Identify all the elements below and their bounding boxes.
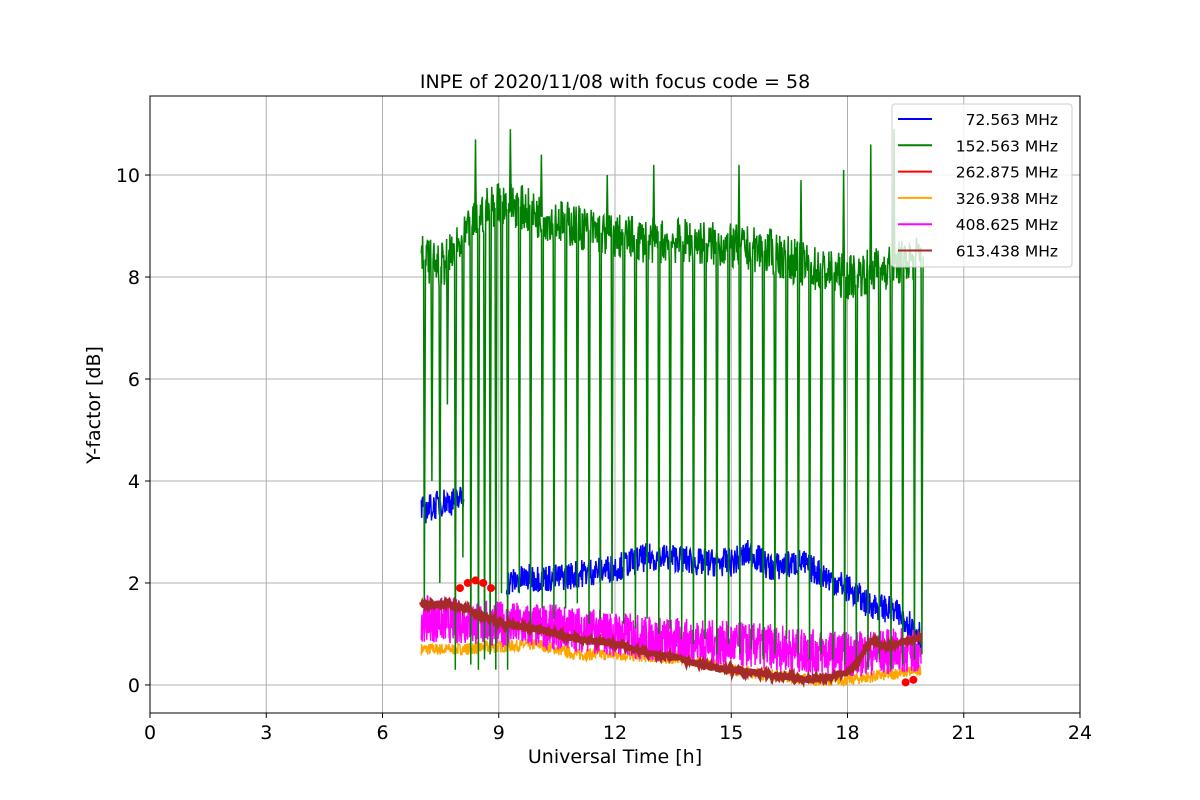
legend-label: 72.563 MHz bbox=[966, 111, 1058, 129]
series-peak-152-563-mhz bbox=[539, 154, 543, 217]
x-tick-label: 0 bbox=[144, 722, 156, 744]
x-tick-label: 9 bbox=[493, 722, 505, 744]
chart-title: INPE of 2020/11/08 with focus code = 58 bbox=[420, 71, 810, 93]
series-line-408-625-mhz bbox=[420, 594, 922, 677]
series-point-262-875-mhz bbox=[901, 678, 910, 687]
legend-label: 613.438 MHz bbox=[956, 243, 1058, 261]
x-tick-label: 24 bbox=[1068, 722, 1092, 744]
x-tick-label: 6 bbox=[376, 722, 388, 744]
series-peak-152-563-mhz bbox=[799, 180, 803, 264]
series-line-613-438-mhz bbox=[419, 595, 923, 689]
series-point-262-875-mhz bbox=[909, 675, 918, 684]
y-tick-label: 2 bbox=[128, 573, 140, 595]
series-point-262-875-mhz bbox=[456, 584, 464, 593]
series-peak-152-563-mhz bbox=[605, 175, 609, 235]
series-line-152-563-mhz bbox=[420, 182, 924, 670]
series-peak-152-563-mhz bbox=[737, 164, 741, 248]
legend-label: 326.938 MHz bbox=[956, 190, 1058, 208]
plot-area bbox=[419, 129, 924, 689]
series-peak-152-563-mhz bbox=[473, 139, 478, 222]
legend-label: 152.563 MHz bbox=[956, 137, 1058, 155]
series-line-72-563-mhz bbox=[505, 539, 922, 648]
y-tick-label: 6 bbox=[128, 369, 140, 391]
x-tick-label: 3 bbox=[260, 722, 272, 744]
series-peak-152-563-mhz bbox=[508, 129, 512, 204]
x-tick-label: 12 bbox=[603, 722, 627, 744]
y-tick-label: 4 bbox=[128, 471, 140, 493]
series-peak-152-563-mhz bbox=[842, 169, 846, 277]
series-point-262-875-mhz bbox=[487, 584, 495, 593]
legend-label: 408.625 MHz bbox=[956, 216, 1058, 234]
series-point-262-875-mhz bbox=[471, 576, 480, 585]
series-point-262-875-mhz bbox=[463, 578, 472, 587]
series-peak-152-563-mhz bbox=[869, 144, 873, 271]
legend-box bbox=[891, 103, 1073, 268]
y-tick-label: 0 bbox=[128, 675, 140, 697]
series-peak-152-563-mhz bbox=[652, 164, 656, 242]
y-tick-label: 8 bbox=[128, 267, 140, 289]
x-tick-label: 21 bbox=[952, 722, 976, 744]
legend: 72.563 MHz 152.563 MHz 262.875 MHz 326.938 … bbox=[891, 103, 1073, 268]
legend-label: 262.875 MHz bbox=[956, 164, 1058, 182]
x-axis-label: Universal Time [h] bbox=[528, 746, 702, 768]
x-tick-label: 15 bbox=[719, 722, 743, 744]
series-point-262-875-mhz bbox=[479, 578, 488, 587]
y-tick-label: 10 bbox=[116, 165, 140, 187]
x-tick-label: 18 bbox=[835, 722, 859, 744]
y-axis-label: Y-factor [dB] bbox=[83, 346, 105, 465]
